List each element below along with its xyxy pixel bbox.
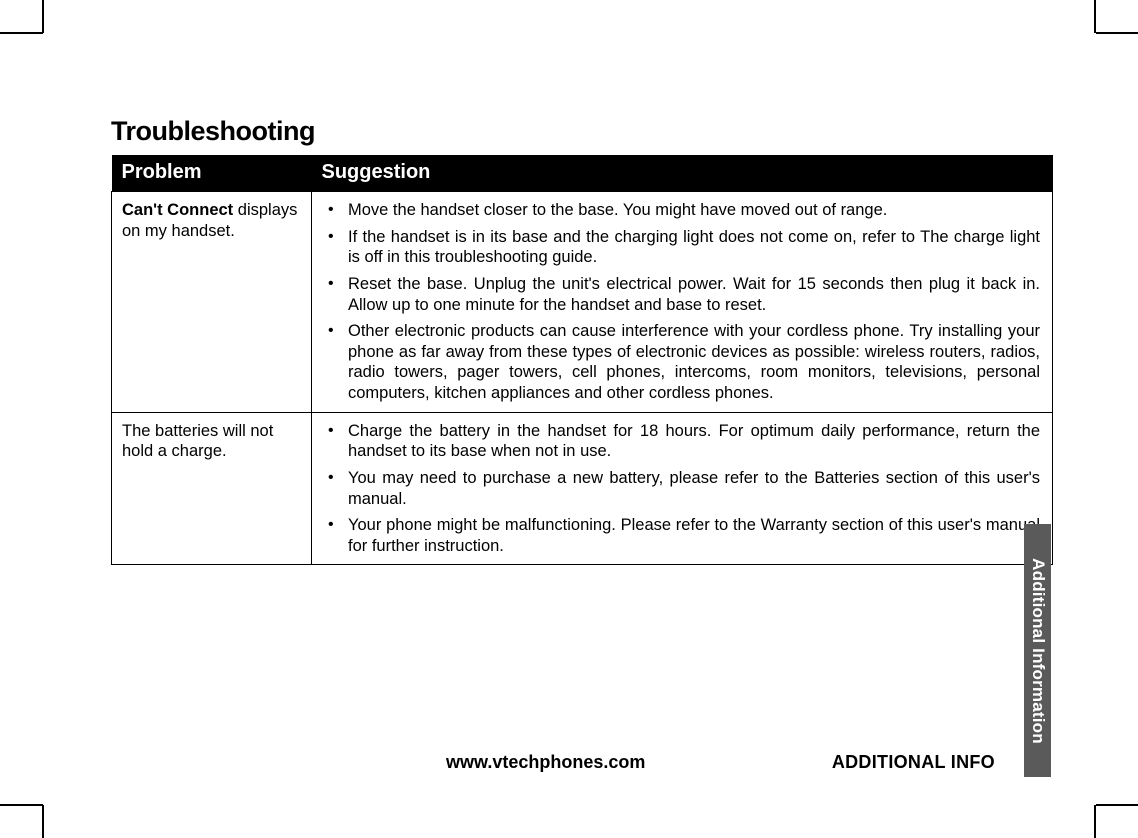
list-item: You may need to purchase a new battery, … [322,468,1040,509]
table-header-row: Problem Suggestion [112,155,1053,192]
suggestion-cell: Charge the battery in the handset for 18… [312,412,1053,565]
page-footer: www.vtechphones.com ADDITIONAL INFO 37 [111,752,1053,776]
table-row: Can't Connect displays on my handset. Mo… [112,192,1053,413]
troubleshooting-table: Problem Suggestion Can't Connect display… [111,155,1053,565]
content-area: Troubleshooting Problem Suggestion Can't… [111,116,1053,565]
side-tab: Additional Information [1024,524,1051,777]
problem-cell: The batteries will not hold a charge. [112,412,312,565]
crop-mark [42,0,44,33]
list-item: If the handset is in its base and the ch… [322,227,1040,268]
crop-mark [0,32,43,34]
column-header-suggestion: Suggestion [312,155,1053,192]
suggestion-list: Move the handset closer to the base. You… [322,200,1040,404]
list-item: Move the handset closer to the base. You… [322,200,1040,221]
problem-bold-text: Can't Connect [122,201,233,219]
list-item: Your phone might be malfunctioning. Plea… [322,515,1040,556]
suggestion-cell: Move the handset closer to the base. You… [312,192,1053,413]
page-title: Troubleshooting [111,116,1053,147]
crop-mark [42,805,44,838]
footer-url: www.vtechphones.com [446,752,645,773]
document-page: Troubleshooting Problem Suggestion Can't… [0,0,1138,838]
list-item: Other electronic products can cause inte… [322,321,1040,404]
crop-mark [1096,32,1138,34]
table-row: The batteries will not hold a charge. Ch… [112,412,1053,565]
crop-mark [0,804,43,806]
list-item: Charge the battery in the handset for 18… [322,421,1040,462]
problem-cell: Can't Connect displays on my handset. [112,192,312,413]
problem-text: The batteries will not hold a charge. [122,422,273,461]
crop-mark [1096,804,1138,806]
list-item: Reset the base. Unplug the unit's electr… [322,274,1040,315]
crop-mark [1094,805,1096,838]
column-header-problem: Problem [112,155,312,192]
footer-section-label: ADDITIONAL INFO [832,752,995,773]
crop-mark [1094,0,1096,33]
suggestion-list: Charge the battery in the handset for 18… [322,421,1040,557]
side-tab-label: Additional Information [1028,558,1048,744]
